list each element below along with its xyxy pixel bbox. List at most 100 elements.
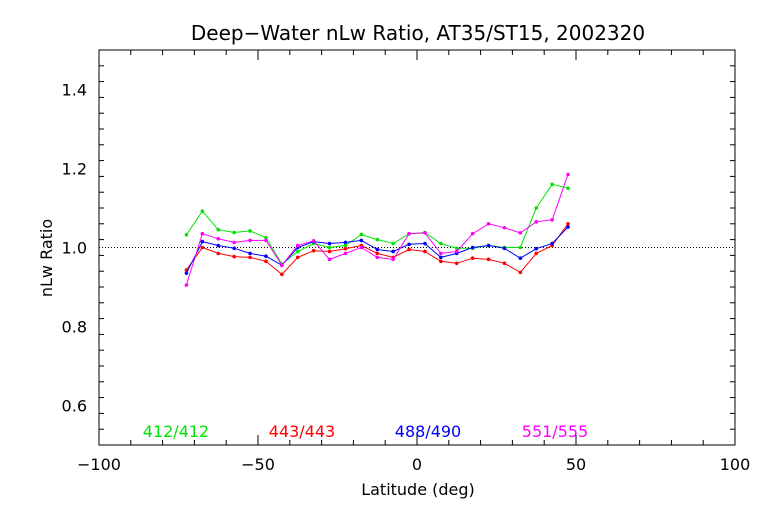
data-point <box>518 245 523 250</box>
data-point <box>407 231 411 236</box>
y-axis-label: nLw Ratio <box>37 219 56 297</box>
data-point <box>502 261 507 266</box>
data-point <box>566 225 570 229</box>
data-point <box>343 246 348 251</box>
data-point <box>407 247 411 252</box>
x-tick-label: −100 <box>77 455 121 474</box>
y-tick-label: 0.8 <box>62 318 87 337</box>
data-point <box>518 270 523 275</box>
data-point <box>200 245 205 250</box>
x-tick-label: 50 <box>566 455 586 474</box>
data-point <box>454 261 459 266</box>
data-point <box>550 218 554 222</box>
data-point <box>184 233 189 237</box>
legend-entry: 443/443 <box>269 422 335 441</box>
data-point <box>232 240 236 245</box>
data-point <box>343 240 348 245</box>
data-point <box>391 249 395 254</box>
data-point <box>216 251 221 256</box>
data-point <box>280 263 284 268</box>
data-point <box>248 255 252 260</box>
data-point <box>550 182 554 187</box>
x-tick-label: 0 <box>412 455 422 474</box>
y-tick-label: 0.6 <box>62 397 87 416</box>
data-point <box>486 257 491 262</box>
data-point <box>311 238 316 243</box>
data-point <box>343 243 348 248</box>
data-point <box>470 245 475 250</box>
data-point <box>359 232 364 237</box>
series-line <box>185 174 569 286</box>
data-point <box>264 254 268 258</box>
data-point <box>502 225 507 230</box>
data-point <box>534 220 539 224</box>
data-point <box>248 251 252 256</box>
data-point <box>216 243 221 248</box>
data-point <box>343 251 348 256</box>
data-point <box>200 239 205 244</box>
series-group <box>184 172 570 287</box>
data-point <box>470 231 475 236</box>
chart-title: Deep−Water nLw Ratio, AT35/ST15, 2002320 <box>191 21 645 45</box>
data-point <box>486 243 491 248</box>
data-point <box>391 241 395 246</box>
legend-entry: 412/412 <box>143 422 209 441</box>
data-point <box>518 231 523 235</box>
data-point <box>216 227 221 232</box>
data-point <box>439 259 443 264</box>
data-point <box>200 209 205 213</box>
data-point <box>327 241 332 246</box>
data-point <box>423 241 427 246</box>
data-point <box>248 238 252 243</box>
data-point <box>375 255 380 260</box>
data-point <box>311 248 316 253</box>
data-point <box>248 229 252 233</box>
data-point <box>295 243 300 248</box>
data-point <box>200 231 205 236</box>
x-tick-label: 100 <box>720 455 751 474</box>
data-point <box>439 251 443 256</box>
data-point <box>327 245 332 250</box>
data-point <box>534 246 539 251</box>
data-point <box>518 256 523 260</box>
data-point <box>184 271 189 275</box>
data-point <box>375 251 380 256</box>
data-point <box>502 246 507 251</box>
data-point <box>327 257 332 262</box>
data-point <box>454 249 459 254</box>
data-point <box>232 230 236 235</box>
data-point <box>264 259 268 264</box>
data-point <box>232 254 236 259</box>
data-point <box>550 241 554 246</box>
data-point <box>359 238 364 243</box>
data-point <box>566 186 570 191</box>
y-tick-label: 1.0 <box>62 239 87 258</box>
data-point <box>295 249 300 254</box>
legend: 412/412 443/443 488/490 551/555 <box>143 422 588 441</box>
data-point <box>327 249 332 254</box>
data-point <box>264 235 268 240</box>
data-point <box>184 283 189 287</box>
x-tick-label: −50 <box>241 455 275 474</box>
data-point <box>407 242 411 247</box>
data-point <box>470 256 475 260</box>
data-point <box>486 222 491 226</box>
data-point <box>295 255 300 260</box>
data-point <box>375 247 380 252</box>
data-point <box>566 172 570 177</box>
data-point <box>566 222 570 226</box>
data-point <box>534 206 539 210</box>
axis-ticks <box>98 49 736 446</box>
y-tick-label: 1.2 <box>62 160 87 179</box>
data-point <box>439 241 443 246</box>
data-point <box>216 237 221 241</box>
x-axis-label: Latitude (deg) <box>361 480 475 499</box>
data-point <box>423 249 427 254</box>
legend-entry: 488/490 <box>395 422 461 441</box>
data-point <box>423 231 427 235</box>
data-point <box>359 245 364 250</box>
axis-tick-labels: −100 −50 0 50 100 0.6 0.8 1.0 1.2 1.4 <box>62 81 751 475</box>
data-point <box>439 255 443 260</box>
data-point <box>232 246 236 251</box>
data-point <box>534 251 539 256</box>
